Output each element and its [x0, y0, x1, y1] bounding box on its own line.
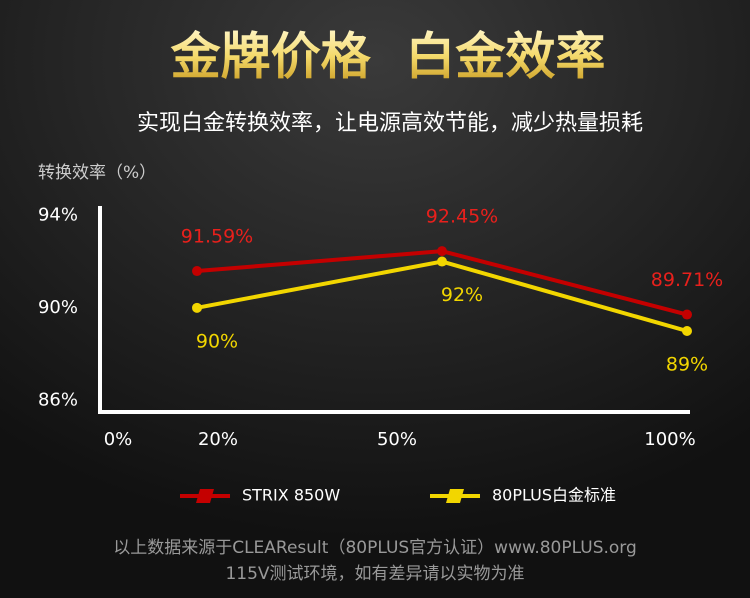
y-tick-label: 94% [38, 204, 78, 225]
point [192, 266, 202, 277]
x-tick-label: 50% [377, 429, 417, 450]
origin-label: 0% [104, 429, 133, 450]
data-label: 92% [441, 284, 483, 306]
legend-label: 80PLUS白金标准 [492, 486, 616, 505]
data-label: 89% [666, 353, 708, 375]
y-tick-label: 86% [38, 389, 78, 410]
footnote: 以上数据来源于CLEAResult（80PLUS官方认证）www.80PLUS.… [113, 538, 637, 558]
y-tick-label: 90% [38, 297, 78, 318]
point [682, 309, 692, 320]
point [192, 302, 202, 313]
chart-title: 金牌价格 白金效率 [171, 28, 606, 86]
legend-label: STRIX 850W [242, 486, 340, 505]
point [682, 325, 692, 336]
x-tick-label: 100% [644, 429, 695, 450]
subtitle: 实现白金转换效率，让电源高效节能，减少热量损耗 [137, 111, 643, 136]
point [437, 246, 447, 257]
data-label: 92.45% [426, 206, 498, 228]
y-axis-label: 转换效率（%） [38, 163, 156, 183]
legend-marker [196, 489, 214, 503]
legend-marker [446, 489, 464, 503]
point [437, 256, 447, 267]
data-label: 91.59% [181, 226, 253, 248]
data-label: 89.71% [651, 269, 723, 291]
footnote: 115V测试环境，如有差异请以实物为准 [225, 564, 524, 584]
x-tick-label: 20% [198, 429, 238, 450]
data-label: 90% [196, 330, 238, 352]
